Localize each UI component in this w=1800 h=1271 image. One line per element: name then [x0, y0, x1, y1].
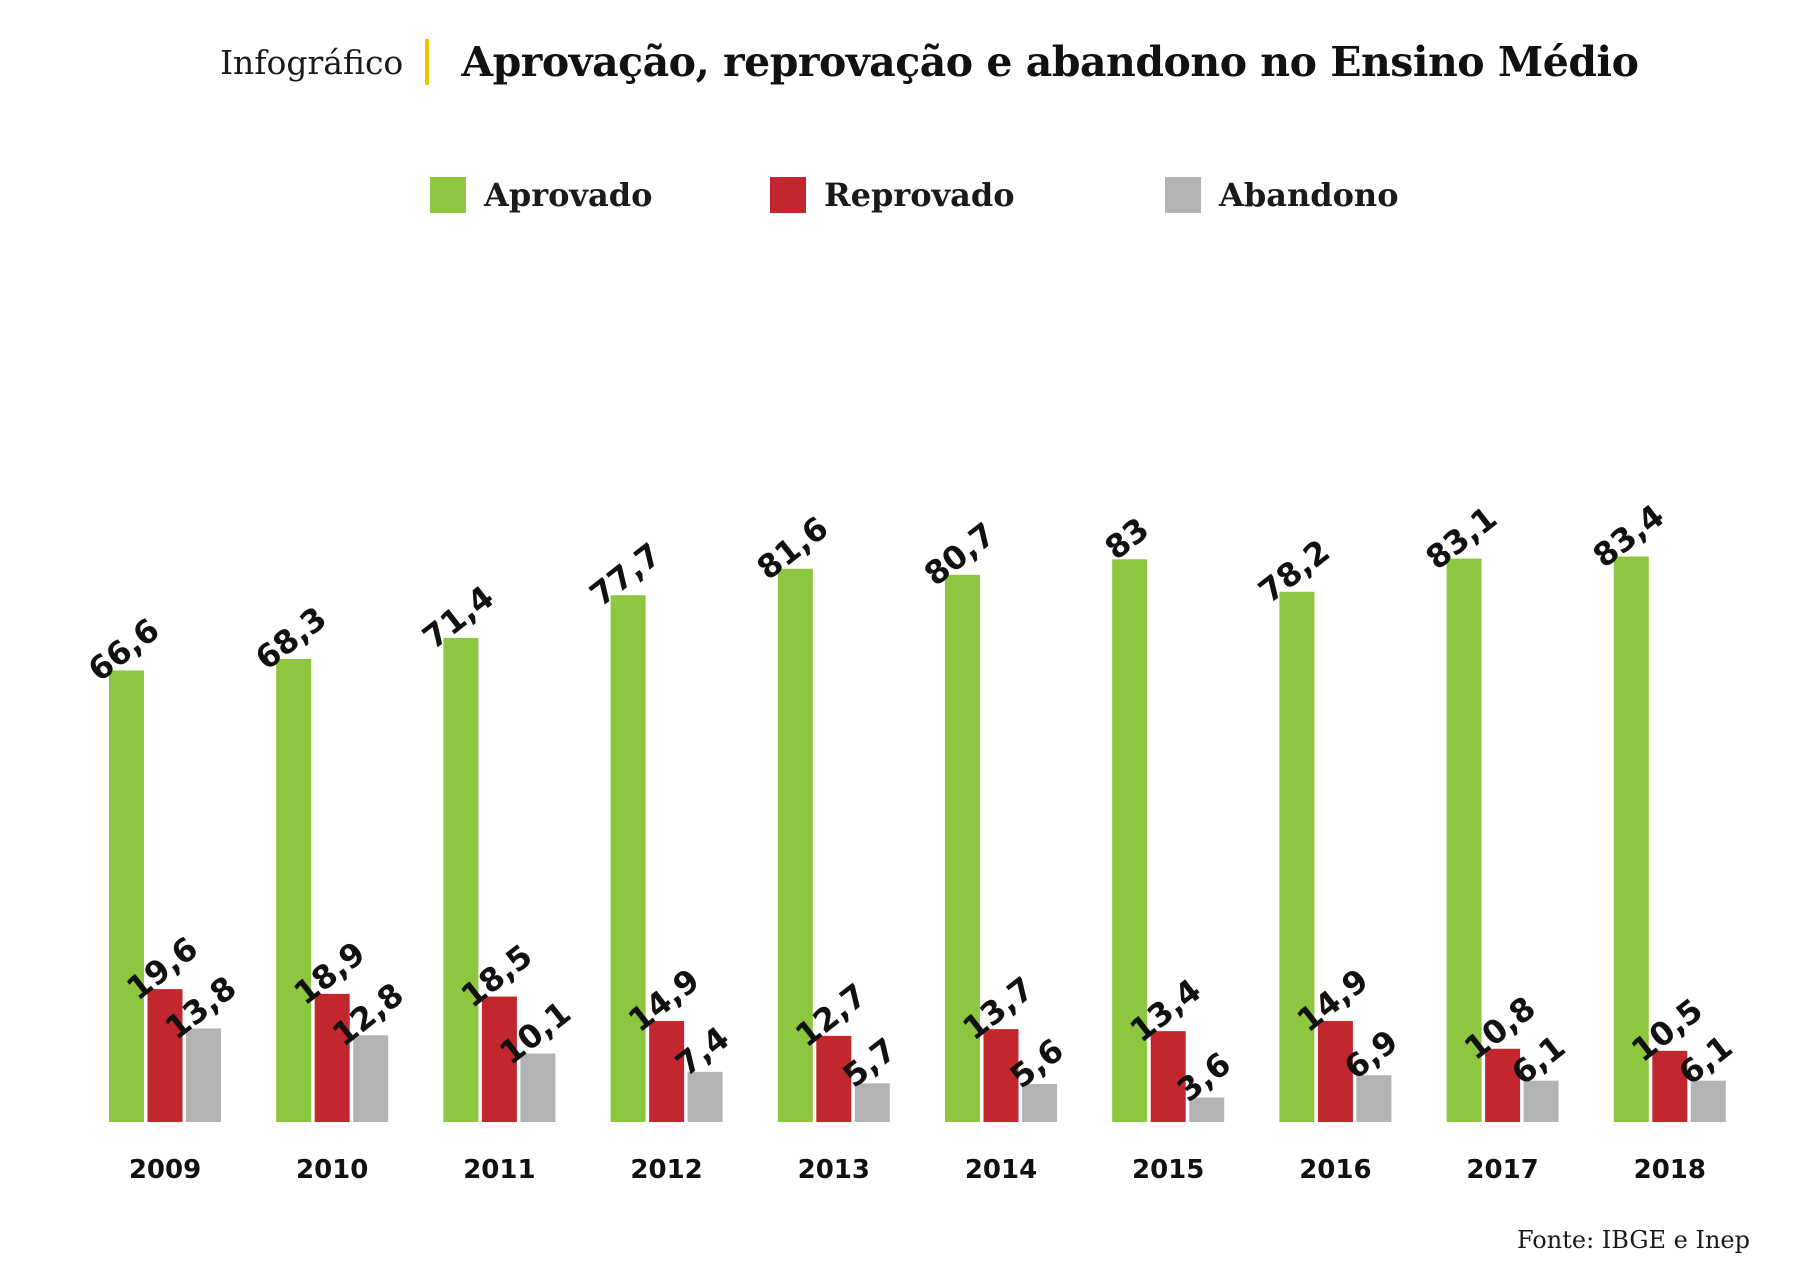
- bar-aprovado-2014: [945, 574, 980, 1122]
- bar-reprovado-2015: [1150, 1031, 1186, 1122]
- legend-swatch-abandono: [1165, 177, 1201, 213]
- bar-aprovado-2018: [1613, 556, 1649, 1122]
- x-tick-label-2018: 2018: [1634, 1155, 1706, 1185]
- bar-aprovado-2017: [1446, 558, 1482, 1122]
- bar-abandono-2015: [1189, 1097, 1225, 1122]
- legend-item-abandono: Abandono: [1165, 176, 1399, 214]
- x-tick-label-2014: 2014: [965, 1155, 1037, 1185]
- legend-label-reprovado: Reprovado: [824, 176, 1015, 214]
- chart-header: Infográfico Aprovação, reprovação e aban…: [220, 38, 1639, 86]
- bar-abandono-2018: [1690, 1080, 1726, 1122]
- x-tick-label-2017: 2017: [1466, 1155, 1538, 1185]
- bar-aprovado-2015: [1112, 559, 1148, 1122]
- bar-abandono-2011: [520, 1053, 556, 1122]
- bar-reprovado-2014: [983, 1029, 1019, 1122]
- bar-aprovado-2011: [443, 637, 479, 1122]
- bar-abandono-2012: [687, 1071, 723, 1122]
- infographic-kicker: Infográfico: [220, 42, 404, 82]
- legend-swatch-aprovado: [430, 177, 466, 213]
- x-tick-label-2011: 2011: [463, 1155, 535, 1185]
- bar-aprovado-2010: [276, 658, 312, 1122]
- bar-aprovado-2012: [610, 595, 646, 1122]
- legend-swatch-reprovado: [770, 177, 806, 213]
- bar-abandono-2013: [854, 1083, 890, 1122]
- bar-reprovado-2018: [1652, 1050, 1688, 1122]
- legend-item-aprovado: Aprovado: [430, 176, 652, 214]
- bar-aprovado-2013: [777, 568, 813, 1122]
- source-note: Fonte: IBGE e Inep: [1516, 1226, 1750, 1254]
- x-tick-label-2012: 2012: [630, 1155, 702, 1185]
- bar-reprovado-2010: [314, 993, 350, 1122]
- x-tick-label-2010: 2010: [296, 1155, 368, 1185]
- x-tick-label-2009: 2009: [129, 1155, 201, 1185]
- chart-title: Aprovação, reprovação e abandono no Ensi…: [461, 38, 1639, 86]
- value-label-aprovado-2015: 83: [1098, 510, 1156, 567]
- bar-reprovado-2016: [1317, 1020, 1353, 1122]
- bar-abandono-2014: [1022, 1084, 1057, 1122]
- header-divider: [425, 39, 430, 85]
- bar-reprovado-2012: [649, 1020, 685, 1122]
- bar-aprovado-2016: [1279, 591, 1315, 1122]
- x-tick-label-2013: 2013: [798, 1155, 870, 1185]
- bar-abandono-2010: [353, 1035, 389, 1122]
- bar-abandono-2016: [1356, 1075, 1392, 1122]
- legend-item-reprovado: Reprovado: [770, 176, 1015, 214]
- legend-label-abandono: Abandono: [1219, 176, 1399, 214]
- bar-aprovado-2009: [109, 670, 144, 1122]
- bar-reprovado-2011: [481, 996, 517, 1122]
- x-tick-label-2015: 2015: [1132, 1155, 1204, 1185]
- bar-reprovado-2009: [147, 989, 183, 1122]
- bar-abandono-2009: [186, 1028, 221, 1122]
- bar-reprovado-2017: [1485, 1048, 1521, 1122]
- legend-label-aprovado: Aprovado: [484, 176, 653, 214]
- bar-abandono-2017: [1523, 1080, 1559, 1122]
- bar-reprovado-2013: [816, 1035, 852, 1122]
- x-tick-label-2016: 2016: [1299, 1155, 1371, 1185]
